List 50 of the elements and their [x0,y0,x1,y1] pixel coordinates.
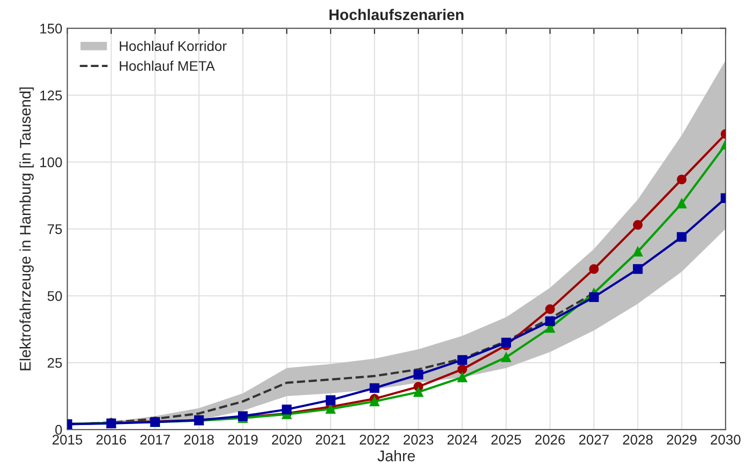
point [457,364,468,374]
x-tick-label: 2021 [316,434,346,445]
x-tick-label: 2019 [228,434,258,445]
point [457,355,468,365]
point [676,198,687,208]
point [632,264,643,274]
x-tick-label: 2018 [184,434,214,445]
point [676,174,687,184]
y-tick-label: 125 [40,90,62,100]
point [370,396,380,406]
x-tick-label: 2026 [535,434,565,445]
x-tick-label: 2020 [272,434,302,445]
point [545,304,555,314]
y-tick-label: 150 [40,24,62,34]
point [501,338,512,348]
point [501,352,512,362]
x-tick-label: 2022 [360,434,390,445]
y-tick-label: 75 [48,224,62,234]
chart-title: Hochlaufszenarien [330,8,464,20]
x-tick-label: 2030 [710,434,740,445]
y-tick-label: 25 [48,358,62,368]
legend-label: Hochlauf META [120,60,215,71]
point [414,370,424,380]
x-tick-label: 2025 [491,434,522,445]
point [589,292,599,302]
point [370,383,380,393]
x-tick-label: 2017 [140,434,170,445]
point [326,395,336,405]
y-tick-label: 0 [55,424,62,435]
point [282,404,292,414]
point [676,232,687,242]
point [326,404,336,414]
y-tick-label: 100 [40,157,62,168]
x-tick-label: 2015 [52,434,82,445]
point [457,372,468,382]
x-tick-label: 2023 [404,434,434,445]
x-tick-label: 2029 [666,434,696,445]
point [632,220,643,230]
y-tick-label: 50 [48,291,62,301]
x-tick-label: 2024 [448,434,478,445]
x-tick-label: 2027 [579,434,609,445]
x-tick-label: 2016 [96,434,126,445]
point [632,246,643,257]
point [589,264,599,274]
legend-label: Hochlauf Korridor [120,40,227,52]
y-axis-title: Elektrofahrzeuge in Hamburg [in Tausend] [19,87,34,370]
x-axis-title: Jahre [378,450,415,462]
point [414,387,424,397]
x-tick-label: 2028 [623,434,653,445]
point [545,316,555,326]
